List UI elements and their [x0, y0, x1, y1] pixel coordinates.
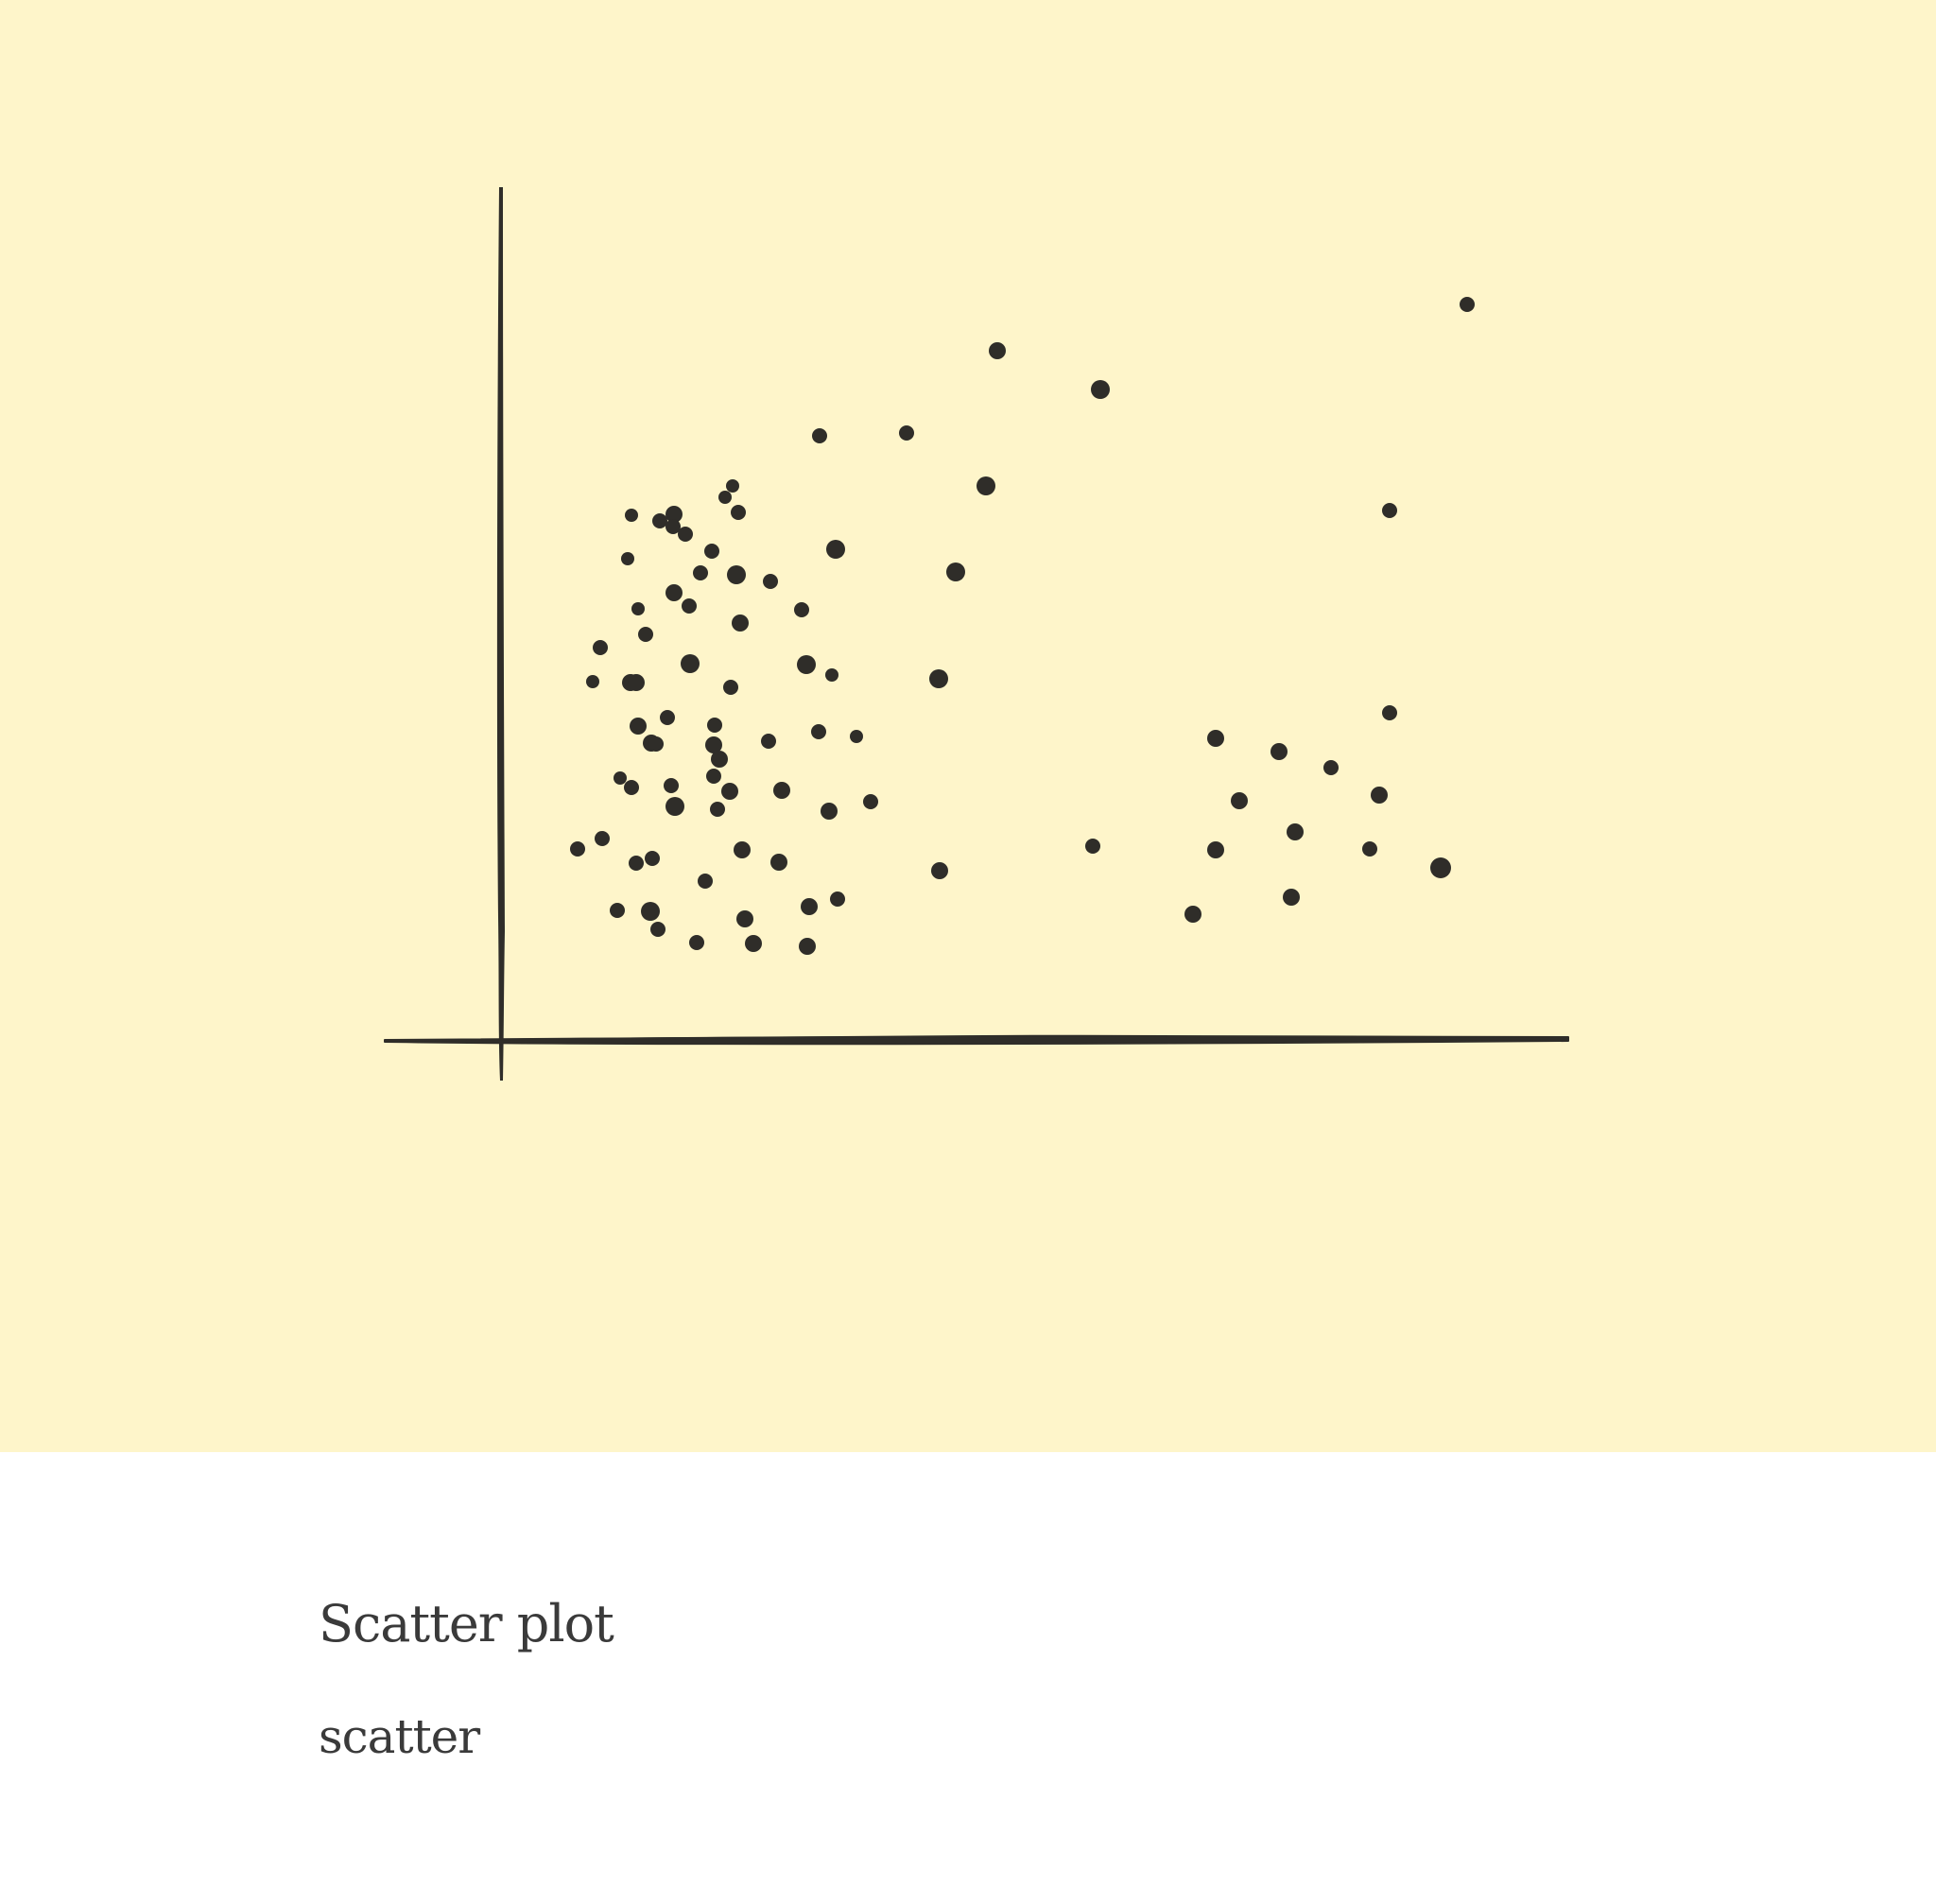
scatter-dot [799, 938, 816, 955]
scatter-dot [731, 505, 746, 520]
scatter-dot [681, 654, 700, 673]
scatter-dot [706, 769, 721, 784]
scatter-dot [929, 669, 948, 688]
scatter-dot [801, 898, 818, 915]
scatter-dot [614, 771, 627, 785]
scatter-dot [610, 903, 625, 918]
scatter-dot [652, 513, 667, 528]
scatter-dot [1231, 792, 1248, 809]
scatter-dot [1091, 380, 1110, 399]
scatter-dot [770, 854, 787, 871]
scatter-dot [761, 734, 776, 749]
scatter-dot [825, 668, 838, 682]
scatter-dot [1362, 841, 1377, 857]
scatter-dot [830, 891, 845, 907]
scatter-dot [698, 874, 713, 889]
y-axis-line [496, 187, 505, 1081]
caption-subtitle: scatter [319, 1709, 480, 1764]
scatter-dot [628, 674, 645, 691]
scatter-dot [693, 565, 708, 580]
scatter-dot [899, 425, 914, 441]
scatter-dot [630, 718, 647, 735]
scatter-dot [826, 540, 845, 559]
scatter-dot [727, 565, 746, 584]
scatter-dot [989, 342, 1006, 359]
scatter-dot [1460, 297, 1475, 312]
scatter-dot [629, 856, 644, 871]
scatter-dot [704, 544, 719, 559]
caption-title: Scatter plot [319, 1594, 614, 1653]
scatter-dot [1184, 906, 1201, 923]
scatter-dot [641, 902, 660, 921]
scatter-dot [745, 935, 762, 952]
scatter-dot [721, 783, 738, 800]
scatter-dot [621, 552, 634, 565]
scatter-dot [718, 491, 732, 504]
scatter-dot [797, 655, 816, 674]
scatter-dot [682, 598, 697, 614]
scatter-dot [678, 527, 693, 542]
scatter-dot [850, 730, 863, 743]
scatter-dot [638, 627, 653, 642]
scatter-dot [863, 794, 878, 809]
scatter-dot [1323, 760, 1339, 775]
scatter-dot [1382, 705, 1397, 720]
scatter-dot [624, 780, 639, 795]
scatter-dot [1430, 857, 1451, 878]
scatter-dot [1270, 743, 1288, 760]
scatter-plot-illustration [0, 0, 1936, 1452]
scatter-dot [586, 675, 599, 688]
scatter-dot [763, 574, 778, 589]
scatter-dot [648, 736, 664, 752]
scatter-dot [650, 922, 666, 937]
scatter-dot [1382, 503, 1397, 518]
scatter-dot [726, 479, 739, 493]
scatter-dot [821, 803, 838, 820]
scatter-dot [595, 831, 610, 846]
scatter-dot [931, 862, 948, 879]
scatter-dot [736, 910, 753, 927]
scatter-dot [689, 935, 704, 950]
scatter-dot [664, 778, 679, 793]
scatter-dot [666, 584, 683, 601]
scatter-dot [570, 841, 585, 857]
scatter-plot-sketch-icon [384, 187, 1569, 1081]
scatter-dot [593, 640, 608, 655]
scatter-dot [625, 509, 638, 522]
scatter-dot [711, 751, 728, 768]
scatter-dot [666, 797, 684, 816]
scatter-dot [1207, 841, 1224, 858]
scatter-dot [710, 802, 725, 817]
scatter-dot [946, 563, 965, 581]
scatter-dot [631, 602, 645, 615]
scatter-points [570, 297, 1475, 955]
scatter-dot [1207, 730, 1224, 747]
x-axis-line [384, 1034, 1569, 1046]
scatter-dot [977, 476, 995, 495]
scatter-dot [811, 724, 826, 739]
scatter-dot [734, 841, 751, 858]
scatter-dot [1085, 839, 1100, 854]
scatter-dot [660, 710, 675, 725]
scatter-dot [723, 680, 738, 695]
scatter-dot [1287, 823, 1304, 840]
scatter-dot [773, 782, 790, 799]
scatter-dot [666, 519, 681, 534]
scatter-dot [666, 506, 683, 523]
scatter-dot [794, 602, 809, 617]
scatter-dot [707, 718, 722, 733]
scatter-dot [1283, 889, 1300, 906]
scatter-dot [732, 614, 749, 632]
scatter-dot [645, 851, 660, 866]
scatter-dot [812, 428, 827, 443]
scatter-dot [1371, 787, 1388, 804]
scatter-dot [705, 736, 722, 753]
